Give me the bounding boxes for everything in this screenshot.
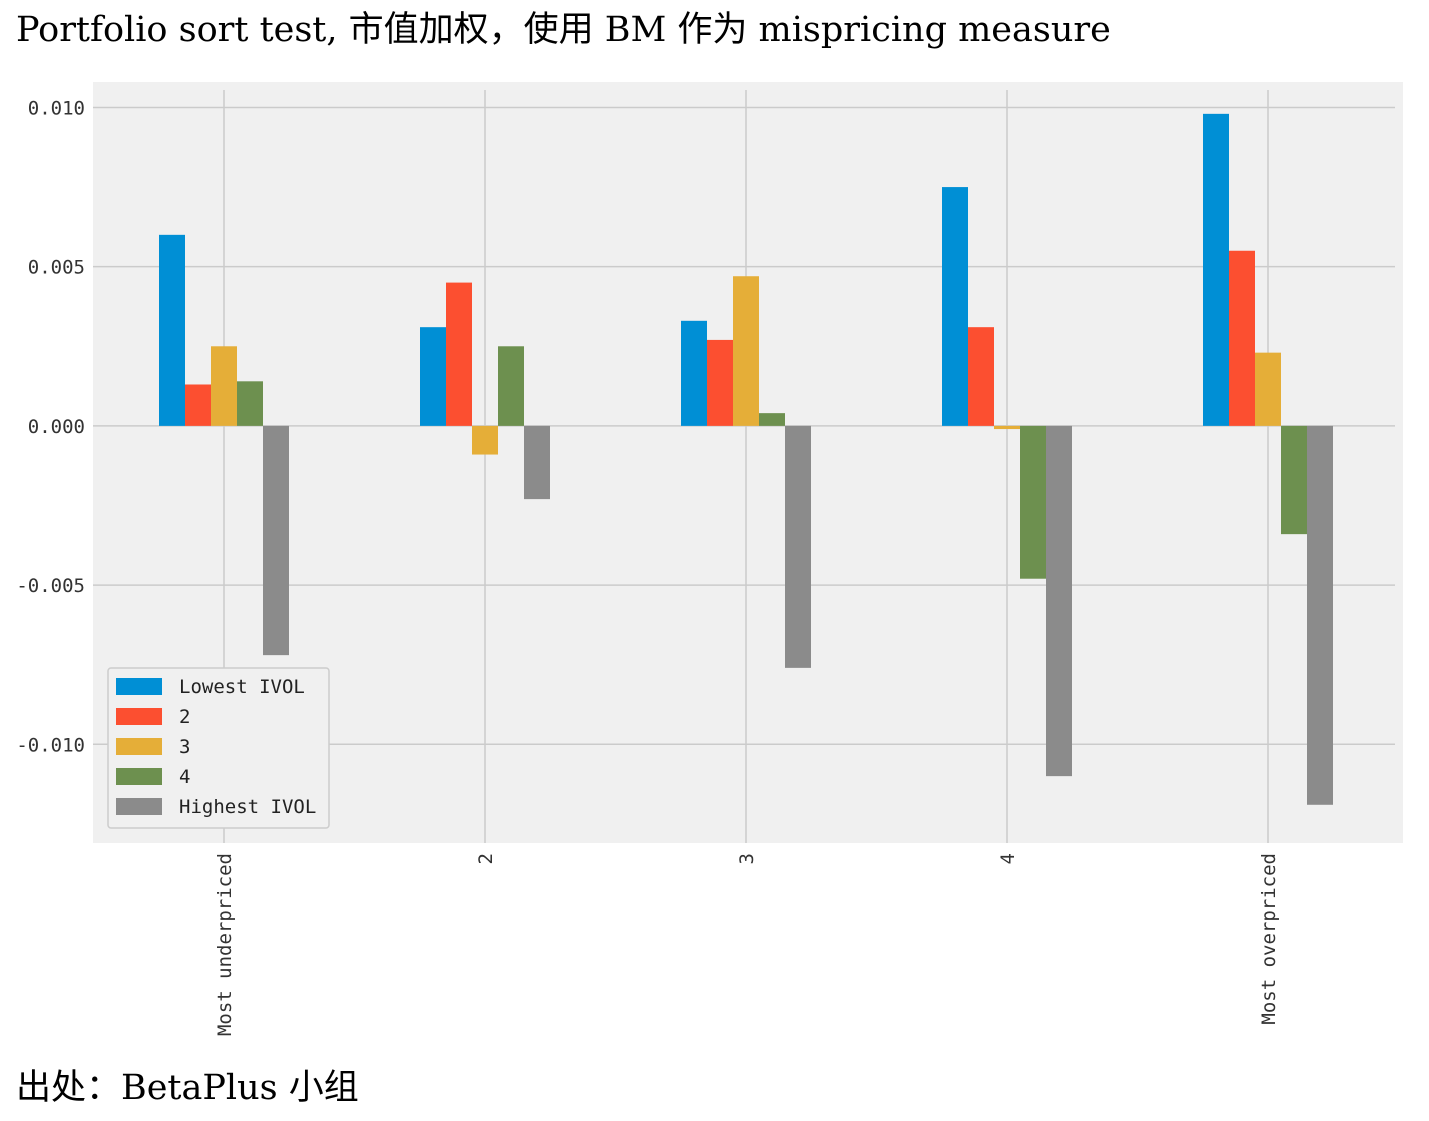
legend-swatch bbox=[116, 798, 162, 815]
x-tick-label: 4 bbox=[997, 853, 1019, 864]
legend-label: 2 bbox=[179, 706, 190, 728]
bar bbox=[498, 346, 524, 426]
bar-chart-figure: 0.010 0.005 0.000 -0.005 -0.010 Most underpr… bbox=[0, 60, 1429, 1050]
x-axis-ticks: Most underpriced 2 3 4 Most overpriced bbox=[214, 853, 1280, 1036]
y-tick-label: -0.005 bbox=[16, 575, 85, 597]
bar bbox=[263, 425, 289, 656]
bar bbox=[759, 413, 785, 426]
bar bbox=[237, 381, 263, 426]
bar bbox=[968, 327, 994, 426]
x-tick-label: Most underpriced bbox=[214, 853, 236, 1036]
legend-swatch bbox=[116, 768, 162, 785]
bar bbox=[1307, 425, 1333, 805]
bar bbox=[1046, 425, 1072, 777]
bar-chart: 0.010 0.005 0.000 -0.005 -0.010 Most underpr… bbox=[16, 82, 1403, 1036]
x-tick-label: 3 bbox=[736, 853, 758, 864]
bar bbox=[785, 425, 811, 668]
y-tick-label: -0.010 bbox=[16, 734, 85, 756]
bar bbox=[159, 234, 185, 426]
y-tick-label: 0.010 bbox=[28, 97, 85, 119]
legend-box bbox=[107, 667, 330, 829]
bar bbox=[1229, 250, 1255, 426]
bar bbox=[1020, 425, 1046, 579]
legend-swatch bbox=[116, 678, 162, 695]
legend-label: Highest IVOL bbox=[179, 796, 316, 818]
y-tick-label: 0.000 bbox=[28, 416, 85, 438]
bar bbox=[446, 282, 472, 426]
legend-swatch bbox=[116, 738, 162, 755]
bar bbox=[733, 276, 759, 426]
legend-label: Lowest IVOL bbox=[179, 676, 305, 698]
bar bbox=[211, 346, 237, 426]
source-caption: 出处：BetaPlus 小组 bbox=[16, 1068, 359, 1108]
page-title: Portfolio sort test, 市值加权，使用 BM 作为 mispr… bbox=[16, 10, 1111, 50]
y-tick-label: 0.005 bbox=[28, 257, 85, 279]
bar bbox=[942, 187, 968, 426]
bar bbox=[681, 320, 707, 426]
bar bbox=[707, 339, 733, 426]
bar bbox=[1281, 425, 1307, 535]
x-tick-label: 2 bbox=[475, 853, 497, 864]
bar bbox=[472, 425, 498, 455]
bar bbox=[994, 425, 1020, 430]
bar bbox=[185, 384, 211, 426]
x-tick-label: Most overpriced bbox=[1258, 853, 1280, 1025]
legend-swatch bbox=[116, 708, 162, 725]
bar bbox=[420, 327, 446, 426]
bar bbox=[524, 425, 550, 500]
legend-label: 4 bbox=[179, 766, 190, 788]
y-axis-ticks: 0.010 0.005 0.000 -0.005 -0.010 bbox=[16, 97, 85, 756]
bar bbox=[1255, 352, 1281, 426]
bar bbox=[1203, 113, 1229, 426]
legend: Lowest IVOL 2 3 4 Highest IVOL bbox=[107, 667, 330, 829]
bars bbox=[159, 113, 1333, 805]
legend-label: 3 bbox=[179, 736, 190, 758]
